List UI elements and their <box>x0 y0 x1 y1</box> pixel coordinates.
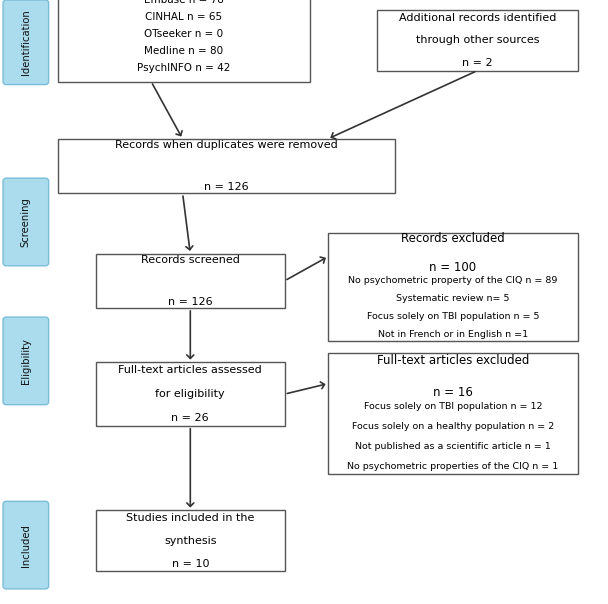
Text: Studies included in the: Studies included in the <box>126 513 255 522</box>
Bar <box>6 504 46 586</box>
Text: Systematic review n= 5: Systematic review n= 5 <box>396 294 510 303</box>
Text: Eligibility: Eligibility <box>21 338 31 384</box>
Text: Not in French or in English n =1: Not in French or in English n =1 <box>378 330 528 339</box>
Text: Records excluded: Records excluded <box>401 232 505 245</box>
Text: No psychometric property of the CIQ n = 89: No psychometric property of the CIQ n = … <box>348 276 558 285</box>
Text: n = 126: n = 126 <box>204 182 249 191</box>
Bar <box>6 320 46 402</box>
Text: Focus solely on TBI population n = 12: Focus solely on TBI population n = 12 <box>364 402 542 411</box>
Text: for eligibility: for eligibility <box>156 389 225 399</box>
Text: n = 10: n = 10 <box>171 559 209 568</box>
Text: Included: Included <box>21 524 31 567</box>
Text: PsychINFO n = 42: PsychINFO n = 42 <box>137 63 230 73</box>
Bar <box>58 0 310 82</box>
Bar <box>58 139 395 193</box>
Bar <box>328 233 578 341</box>
Text: Identification: Identification <box>21 10 31 75</box>
Text: n = 2: n = 2 <box>462 59 492 68</box>
Bar <box>96 510 285 571</box>
Text: Focus solely on TBI population n = 5: Focus solely on TBI population n = 5 <box>367 312 539 321</box>
Text: CINHAL n = 65: CINHAL n = 65 <box>145 12 223 22</box>
Text: Records screened: Records screened <box>141 255 240 265</box>
Text: Full-text articles excluded: Full-text articles excluded <box>377 354 529 367</box>
FancyBboxPatch shape <box>3 317 49 405</box>
Text: n = 26: n = 26 <box>171 413 209 423</box>
Bar <box>96 362 285 426</box>
Text: synthesis: synthesis <box>164 536 216 545</box>
Text: n = 100: n = 100 <box>429 261 477 274</box>
Text: Screening: Screening <box>21 197 31 247</box>
Text: through other sources: through other sources <box>415 36 539 45</box>
FancyBboxPatch shape <box>3 178 49 266</box>
FancyBboxPatch shape <box>3 0 49 85</box>
FancyBboxPatch shape <box>3 501 49 589</box>
Text: Focus solely on a healthy population n = 2: Focus solely on a healthy population n =… <box>352 422 554 431</box>
Text: n = 126: n = 126 <box>168 297 213 306</box>
Text: Medline n = 80: Medline n = 80 <box>144 46 224 56</box>
Text: Records when duplicates were removed: Records when duplicates were removed <box>115 141 338 150</box>
Bar <box>6 181 46 263</box>
Bar <box>328 353 578 474</box>
Text: Embase n = 78: Embase n = 78 <box>144 0 224 5</box>
Text: n = 16: n = 16 <box>433 386 473 399</box>
Text: No psychometric properties of the CIQ n = 1: No psychometric properties of the CIQ n … <box>347 462 559 471</box>
Text: Additional records identified: Additional records identified <box>399 13 556 22</box>
Text: Full-text articles assessed: Full-text articles assessed <box>119 365 262 375</box>
Text: Not published as a scientific article n = 1: Not published as a scientific article n … <box>355 442 551 451</box>
Text: OTseeker n = 0: OTseeker n = 0 <box>144 29 224 39</box>
Bar <box>6 3 46 82</box>
Bar <box>377 10 578 71</box>
Bar <box>96 254 285 308</box>
